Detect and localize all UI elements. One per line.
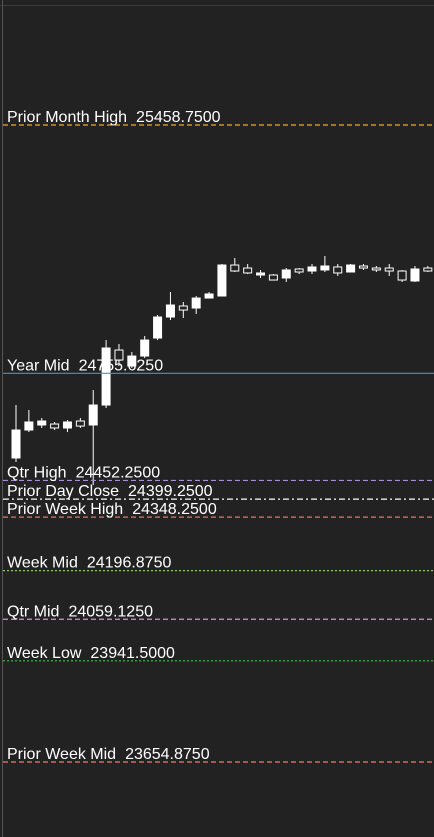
candle-body	[140, 339, 150, 357]
candle-body	[281, 269, 291, 279]
level-name: Week Low	[7, 645, 82, 662]
candle-body	[153, 316, 163, 339]
candle-body	[101, 347, 111, 406]
candle-body	[346, 264, 356, 273]
level-label: Prior Month High 25458.7500	[7, 109, 221, 126]
candle-body	[75, 420, 85, 427]
candle-body	[384, 267, 394, 272]
candle-body	[410, 268, 420, 282]
candle-body	[397, 270, 407, 281]
level-name: Year Mid	[7, 357, 70, 374]
level-name: Prior Month High	[7, 109, 127, 126]
level-label: Prior Week High 24348.2500	[7, 501, 217, 518]
candle-body	[320, 265, 330, 271]
level-value: 24399.2500	[128, 483, 213, 500]
candle-body	[178, 305, 188, 311]
candle-body	[423, 267, 433, 272]
candle-body	[24, 421, 34, 431]
level-label: Prior Day Close 24399.2500	[7, 483, 213, 500]
candle-body	[333, 266, 343, 274]
candle-body	[11, 429, 21, 459]
candle-body	[358, 265, 368, 269]
candle-body	[37, 420, 47, 426]
candle-body	[307, 266, 317, 272]
candle-body	[217, 264, 227, 297]
level-name: Week Mid	[7, 555, 78, 572]
candle-body	[88, 404, 98, 426]
level-name: Prior Week High	[7, 501, 123, 518]
candle-body	[114, 349, 124, 361]
level-name: Qtr High	[7, 464, 67, 481]
candle-body	[191, 297, 201, 309]
level-value: 24059.1250	[68, 603, 153, 620]
candle-body	[230, 264, 240, 272]
candle-body	[62, 421, 72, 429]
level-label: Qtr High 24452.2500	[7, 464, 160, 481]
level-value: 24452.2500	[76, 464, 161, 481]
candle-body	[127, 355, 137, 367]
level-label: Prior Week Mid 23654.8750	[7, 746, 210, 763]
candle-body	[165, 304, 175, 318]
candle-body	[268, 274, 278, 281]
candle-body	[50, 423, 60, 429]
level-label: Week Mid 24196.8750	[7, 555, 171, 572]
candle-body	[204, 293, 214, 299]
level-value: 24755.6250	[79, 357, 164, 374]
level-label: Qtr Mid 24059.1250	[7, 603, 153, 620]
level-value: 23941.5000	[90, 645, 175, 662]
level-value: 24196.8750	[87, 555, 172, 572]
candle-body	[243, 267, 253, 274]
level-name: Prior Week Mid	[7, 746, 116, 763]
candle-body	[371, 267, 381, 271]
level-name: Prior Day Close	[7, 483, 119, 500]
candle-body	[294, 268, 304, 273]
level-label: Year Mid 24755.6250	[7, 357, 163, 374]
level-value: 24348.2500	[132, 501, 217, 518]
level-value: 25458.7500	[136, 109, 221, 126]
level-name: Qtr Mid	[7, 603, 59, 620]
level-value: 23654.8750	[125, 746, 210, 763]
level-label: Week Low 23941.5000	[7, 645, 175, 662]
candle-body	[256, 272, 266, 276]
